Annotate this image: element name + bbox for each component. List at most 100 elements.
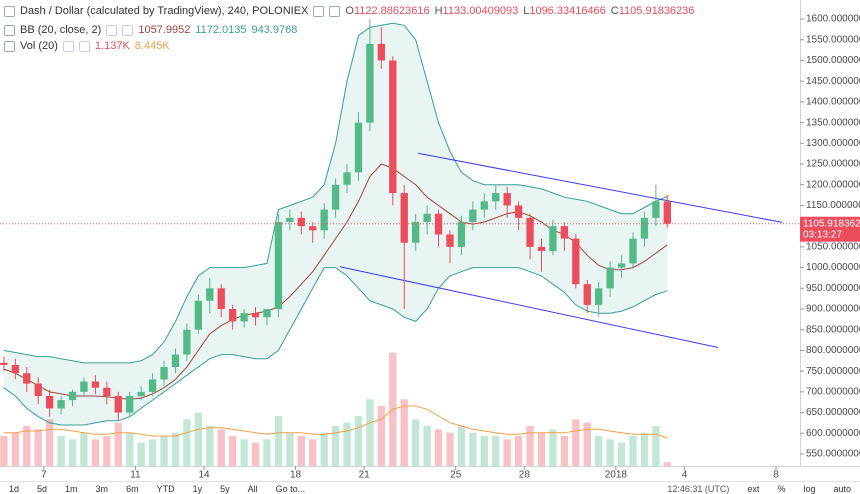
x-tick-label: 7 [41, 470, 47, 481]
chart: 550.00000000 600.00000000 650.00000000 700.… [0, 0, 860, 481]
icon[interactable] [106, 24, 118, 36]
candle-body [183, 329, 191, 355]
candle-body [309, 226, 317, 231]
candle-body [228, 309, 237, 322]
candle-body [412, 222, 420, 243]
candle-body [331, 184, 340, 210]
volume-bar [663, 462, 671, 466]
bb-lower [3, 267, 668, 426]
range-button[interactable]: 6m [126, 483, 139, 494]
volume-bar [652, 426, 660, 466]
candle-body [537, 246, 546, 252]
option-button[interactable]: % [777, 483, 786, 494]
volume-bar [148, 439, 157, 466]
range-button[interactable]: Go to... [275, 483, 306, 494]
x-tick-label: 8 [773, 470, 779, 481]
volume-bar [503, 439, 511, 466]
volume-bar [240, 439, 248, 466]
y-tick-label: 1050.00000000 [806, 242, 860, 253]
volume-bar [274, 416, 283, 466]
indicator-value: 1172.0135 [195, 24, 247, 36]
volume-bar [217, 429, 225, 466]
volume-bar [91, 439, 100, 466]
volume-bar [366, 399, 374, 466]
volume-bar [583, 422, 591, 466]
option-button[interactable]: ext [747, 483, 760, 494]
volume-bar [0, 436, 8, 466]
candle-body [526, 217, 534, 247]
y-tick-label: 800.00000000 [806, 345, 860, 356]
candle-body [297, 217, 305, 227]
toolbar: 1d 5d 1m 3m 6m YTD 1y 5y All Go to... 12:46:31 (UT… [0, 481, 860, 494]
candle-body [503, 193, 511, 206]
volume-bar [171, 432, 180, 466]
y-tick-label: 950.00000000 [806, 283, 860, 294]
volume-bar [412, 419, 420, 466]
volume-bar [68, 439, 77, 466]
candle-body [160, 367, 168, 380]
ohlc-label: C [610, 5, 619, 17]
countdown: 03:13:27 [803, 229, 842, 240]
x-tick-label: 28 [519, 470, 531, 481]
range-button[interactable]: 1y [192, 483, 203, 494]
candle-body [457, 222, 466, 247]
indicator-value: 1057.9952 [138, 24, 191, 36]
volume-bar [80, 432, 88, 466]
icon[interactable] [78, 40, 90, 52]
candle-body [617, 263, 626, 268]
volume-bar [446, 432, 454, 466]
indicator-name: Vol (20) [20, 40, 58, 52]
volume-bar [629, 436, 637, 466]
y-tick-label: 1350.00000000 [806, 117, 860, 128]
range-button[interactable]: 1m [65, 483, 78, 494]
clock: 12:46:31 (UTC) [667, 483, 730, 494]
x-tick-label: 18 [290, 470, 302, 481]
last-price-label: 1105.91836236 [803, 218, 860, 229]
plot-area [0, 19, 783, 466]
candle-body [606, 267, 614, 289]
volume-bar [434, 429, 443, 466]
icon[interactable] [313, 5, 325, 17]
volume-bar [377, 406, 386, 466]
x-tick-label: 2018 [605, 470, 628, 481]
range-button[interactable]: YTD [156, 483, 175, 494]
menu-icon[interactable] [4, 5, 15, 17]
range-button[interactable]: 3m [95, 483, 109, 494]
volume-bar [160, 436, 168, 466]
ohlc-label: L [523, 5, 530, 17]
range-buttons: 1d 5d 1m 3m 6m YTD 1y 5y All Go to... [0, 484, 314, 494]
y-tick-label: 650.00000000 [806, 407, 860, 418]
volume-bar [537, 432, 546, 466]
icon[interactable] [122, 24, 134, 36]
volume-bar [206, 426, 214, 466]
icon[interactable] [62, 40, 74, 52]
option-button[interactable]: log [803, 483, 816, 494]
icon[interactable] [329, 5, 341, 17]
icon[interactable] [4, 24, 15, 36]
candle-body [423, 213, 431, 223]
volume-bar [183, 419, 191, 466]
range-button[interactable]: All [247, 483, 258, 494]
candle-body [114, 395, 122, 413]
candle-body [11, 364, 19, 374]
candle-body [80, 381, 88, 392]
icon[interactable] [4, 40, 15, 52]
symbol-title: Dash / Dollar (calculated by TradingView… [20, 5, 309, 17]
y-tick-label: 1500.00000000 [806, 55, 860, 66]
volume-bar [194, 412, 203, 466]
range-button[interactable]: 5d [37, 483, 48, 494]
option-button[interactable]: auto [833, 483, 851, 494]
candle-body [652, 201, 660, 218]
y-tick-label: 1550.00000000 [806, 34, 860, 45]
last-price-box [800, 216, 860, 242]
volume-bar [492, 436, 500, 466]
candle-body [23, 373, 31, 384]
volume-ma-line [3, 405, 668, 439]
y-tick-label: 1000.00000000 [806, 262, 860, 273]
volume-bar [126, 432, 134, 466]
range-button[interactable]: 5y [220, 483, 230, 494]
ohlc-value: 1105.91836236 [618, 5, 695, 17]
range-button[interactable]: 1d [9, 483, 20, 494]
bb-upper [3, 22, 668, 364]
